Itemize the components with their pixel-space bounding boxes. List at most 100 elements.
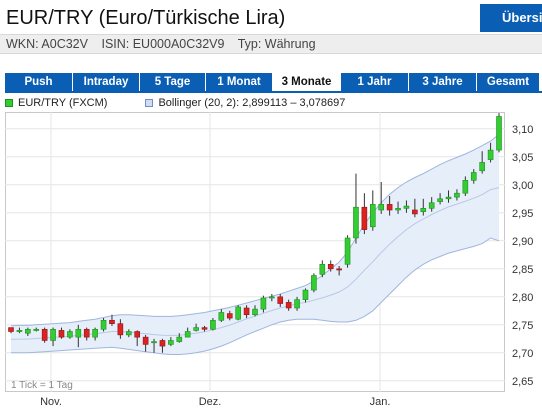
tab-intraday[interactable]: Intraday — [73, 73, 139, 91]
overview-button[interactable]: Übersicht — [480, 4, 542, 32]
chart-legend: EUR/TRY (FXCM) Bollinger (20, 2): 2,8991… — [5, 96, 383, 110]
candle-body — [445, 196, 452, 200]
y-tick-label: 2,70 — [512, 348, 533, 360]
candle-body — [235, 306, 241, 320]
candle-body — [319, 264, 326, 275]
candle-body — [201, 327, 208, 330]
y-axis-labels: 2,65 2,70 2,75 2,80 2,85 2,90 2,95 3,00 3,05 3,10 — [512, 124, 533, 388]
candle-body — [260, 297, 267, 310]
legend-bollinger: Bollinger (20, 2): 2,899113 – 3,078697 — [145, 97, 345, 109]
y-tick-label: 2,85 — [512, 264, 533, 276]
candle-body — [327, 264, 334, 270]
bollinger-lower-line — [11, 237, 500, 355]
legend-bollinger-swatch — [145, 99, 154, 107]
y-tick-label: 2,90 — [512, 236, 533, 248]
bollinger-upper-line — [10, 134, 500, 327]
y-tick-label: 3,10 — [512, 124, 533, 136]
candle-body — [100, 320, 107, 330]
type-text: Typ: Währung — [237, 37, 316, 51]
y-tick-label: 3,00 — [512, 180, 533, 192]
candle-body — [83, 328, 90, 338]
candle-body — [218, 312, 225, 321]
candle-body — [470, 172, 477, 181]
candle-body — [496, 116, 502, 151]
instrument-meta-bar: WKN: A0C32V ISIN: EU000A0C32V9 Typ: Währ… — [0, 34, 542, 54]
candle-body — [336, 268, 342, 271]
candle-body — [285, 302, 292, 309]
candle-body — [226, 313, 233, 319]
timeframe-tabs: Push Intraday 5 Tage 1 Monat 3 Monate 1 … — [5, 73, 539, 91]
y-tick-label: 2,65 — [512, 376, 533, 388]
candle-body — [454, 192, 460, 198]
candle-body — [8, 327, 14, 332]
y-tick-label: 2,80 — [512, 292, 533, 304]
candle-body — [134, 331, 141, 338]
legend-bollinger-label: Bollinger (20, 2): 2,899113 – 3,078697 — [158, 97, 346, 109]
candle-body — [294, 299, 300, 309]
candle-body — [210, 320, 216, 330]
candle-body — [386, 204, 393, 211]
tick-footnote: 1 Tick = 1 Tag — [11, 380, 73, 391]
candle-body — [369, 204, 376, 228]
y-tick-label: 3,05 — [512, 152, 533, 164]
candle-body — [117, 323, 124, 336]
candle-body — [25, 328, 31, 334]
candle-body — [353, 206, 359, 239]
candle-body — [193, 327, 199, 331]
candle-body — [142, 336, 149, 345]
tab-push[interactable]: Push — [5, 73, 72, 91]
legend-series: EUR/TRY (FXCM) — [5, 97, 107, 109]
candle-body — [412, 209, 418, 215]
candle-body — [378, 204, 385, 211]
tab-1-jahr[interactable]: 1 Jahr — [341, 73, 408, 91]
candle-body — [176, 336, 183, 342]
x-tick-label: Jan. — [370, 396, 391, 408]
candle-body — [75, 328, 82, 338]
candle-body — [16, 330, 23, 332]
candlestick-chart: 2,65 2,70 2,75 2,80 2,85 2,90 2,95 3,00 3,05 3,10… — [5, 112, 533, 408]
candle-body — [344, 237, 351, 265]
x-tick-label: Nov. — [40, 396, 62, 408]
wkn-text: WKN: A0C32V — [6, 37, 88, 51]
candle-body — [58, 330, 65, 338]
candle-body — [428, 202, 435, 209]
candle-body — [403, 205, 410, 209]
tab-gesamt[interactable]: Gesamt — [477, 73, 539, 91]
tab-3-jahre[interactable]: 3 Jahre — [409, 73, 476, 91]
candle-body — [361, 206, 368, 230]
price-chart: 2,65 2,70 2,75 2,80 2,85 2,90 2,95 3,00 3,05 3,10… — [5, 112, 542, 413]
y-tick-label: 2,75 — [512, 320, 533, 332]
candle-body — [437, 198, 443, 202]
tab-3-monate[interactable]: 3 Monate — [273, 73, 340, 91]
candle-body — [277, 296, 284, 304]
candle-body — [311, 275, 317, 291]
candle-body — [168, 340, 174, 345]
candle-body — [33, 328, 40, 331]
tab-1-monat[interactable]: 1 Monat — [206, 73, 272, 91]
tab-5-tage[interactable]: 5 Tage — [140, 73, 205, 91]
legend-series-swatch — [5, 99, 13, 107]
candle-body — [420, 208, 427, 212]
isin-text: ISIN: EU000A0C32V9 — [101, 37, 225, 51]
tab-underline — [5, 91, 542, 93]
candle-body — [243, 307, 250, 316]
candle-body — [159, 340, 166, 347]
candle-body — [151, 341, 157, 344]
bollinger-band-fill — [11, 134, 499, 355]
x-axis-labels: Nov. Dez. Jan. — [40, 396, 390, 408]
y-tick-label: 2,95 — [512, 208, 533, 220]
candle-body — [252, 308, 258, 316]
candle-body — [479, 162, 485, 172]
candle-body — [50, 328, 56, 341]
candles — [8, 113, 502, 353]
candle-body — [125, 331, 132, 336]
candle-body — [395, 208, 401, 211]
candle-body — [92, 328, 98, 338]
candle-body — [269, 296, 275, 299]
candle-body — [184, 331, 191, 338]
candle-body — [67, 331, 73, 338]
page-title: EUR/TRY (Euro/Türkische Lira) — [6, 7, 286, 29]
candle-body — [41, 328, 48, 341]
legend-series-label: EUR/TRY (FXCM) — [18, 97, 108, 109]
x-tick-label: Dez. — [199, 396, 222, 408]
